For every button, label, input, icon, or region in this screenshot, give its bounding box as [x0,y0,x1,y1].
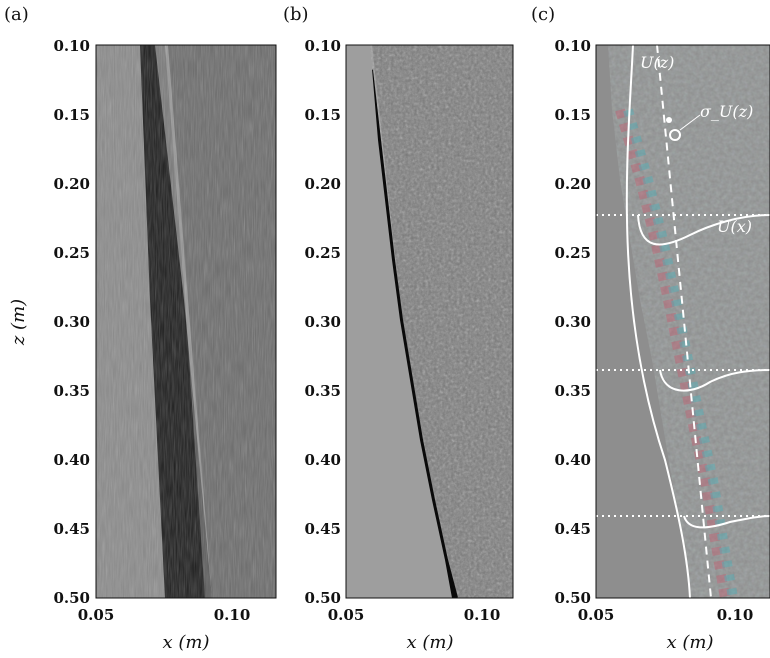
ytick: 0.25 [304,244,341,262]
ytick: 0.35 [554,382,591,400]
ytick: 0.15 [304,106,341,124]
ytick: 0.30 [304,313,341,331]
panel-a: (a) 0.10 0.15 0.20 0.25 0.30 0.35 0.40 0… [4,4,277,653]
xtick: 0.10 [717,606,754,624]
ytick: 0.30 [554,313,591,331]
ytick: 0.45 [53,520,90,538]
x-axis-label-b: x (m) [407,632,454,653]
xtick: 0.05 [578,606,615,624]
ytick: 0.45 [554,520,591,538]
ytick: 0.25 [554,244,591,262]
panel-a-image [96,45,276,598]
panel-b-label: (b) [283,4,309,25]
panel-b: (b) 0.10 0.15 0.20 0.25 0.30 0.35 0.40 0… [283,4,514,653]
ytick: 0.35 [53,382,90,400]
annotation-ux: U(x) [717,217,752,236]
panel-c-y-ticks: 0.10 0.15 0.20 0.25 0.30 0.35 0.40 0.45 … [554,37,591,607]
ytick: 0.20 [304,175,341,193]
xtick: 0.10 [464,606,501,624]
xtick: 0.10 [214,606,251,624]
panel-b-y-ticks: 0.10 0.15 0.20 0.25 0.30 0.35 0.40 0.45 … [304,37,341,607]
ytick: 0.15 [53,106,90,124]
panel-c: (c) U(z) σ_U(z) [531,4,770,653]
x-axis-label-c: x (m) [667,632,714,653]
ytick: 0.45 [304,520,341,538]
xtick: 0.05 [328,606,365,624]
ytick: 0.10 [304,37,341,55]
ytick: 0.10 [554,37,591,55]
ytick: 0.50 [53,589,90,607]
panel-b-image [346,45,513,598]
xtick: 0.05 [78,606,115,624]
ytick: 0.25 [53,244,90,262]
annotation-uz: U(z) [640,53,674,72]
ytick: 0.15 [554,106,591,124]
ytick: 0.40 [554,451,591,469]
annotation-sigma: σ_U(z) [700,102,753,121]
ytick: 0.50 [554,589,591,607]
ytick: 0.50 [304,589,341,607]
ytick: 0.20 [53,175,90,193]
ytick: 0.40 [53,451,90,469]
ytick: 0.40 [304,451,341,469]
panel-a-label: (a) [4,4,29,25]
panel-c-label: (c) [531,4,555,25]
ytick: 0.30 [53,313,90,331]
y-axis-label: z (m) [8,299,29,346]
ytick: 0.35 [304,382,341,400]
x-axis-label-a: x (m) [163,632,210,653]
panel-c-image [596,45,770,598]
ytick: 0.20 [554,175,591,193]
panel-a-y-ticks: 0.10 0.15 0.20 0.25 0.30 0.35 0.40 0.45 … [53,37,90,607]
ytick: 0.10 [53,37,90,55]
